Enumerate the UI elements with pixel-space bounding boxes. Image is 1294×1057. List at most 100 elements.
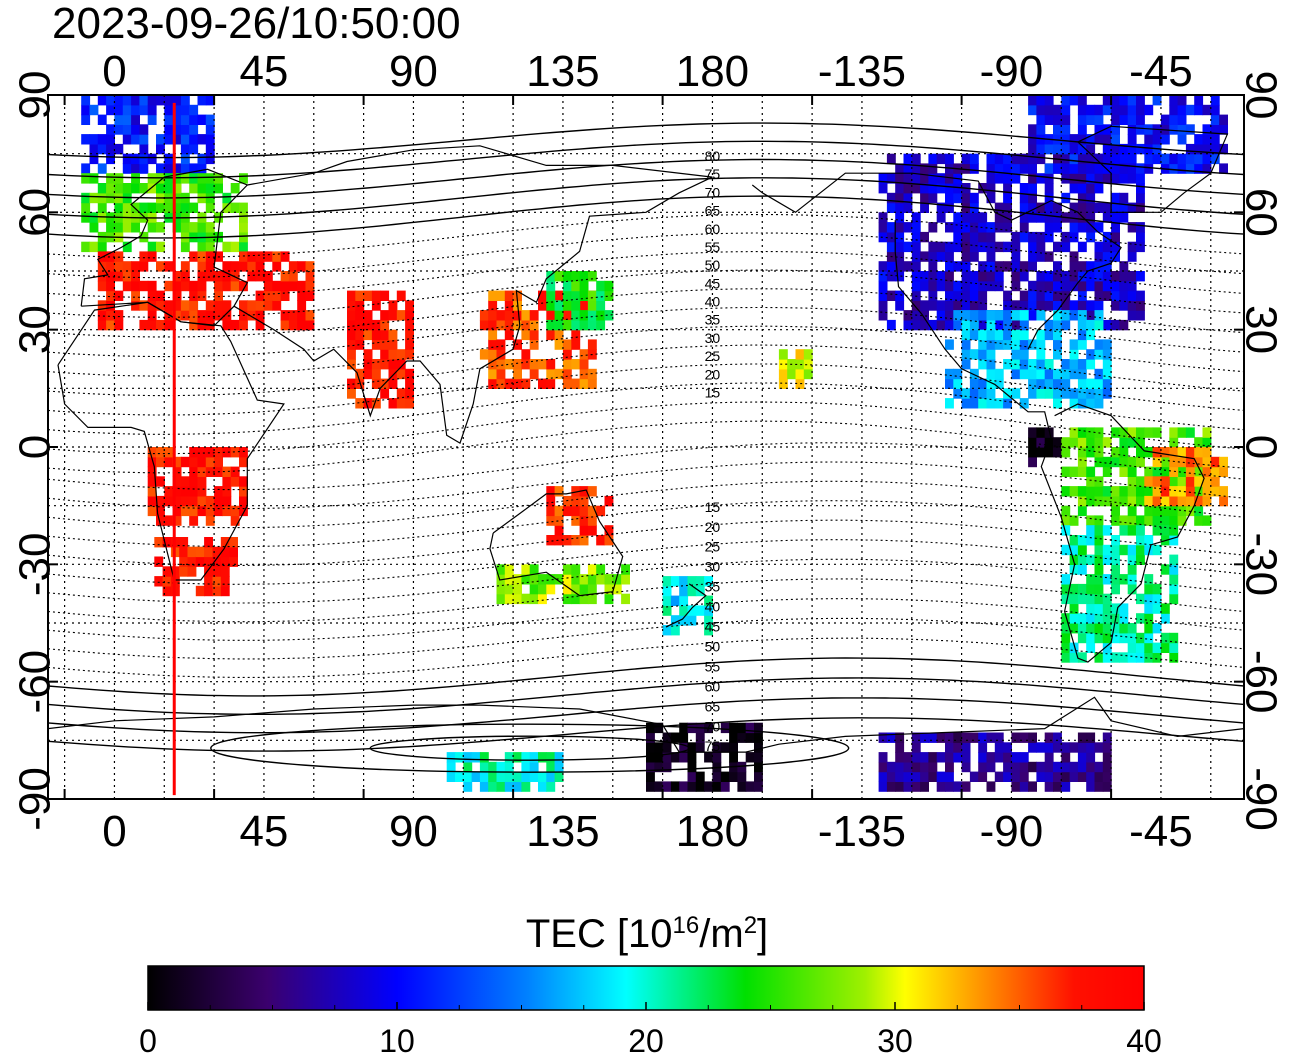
tec-cell bbox=[1152, 525, 1162, 536]
tec-cell bbox=[1086, 427, 1096, 438]
tec-cell bbox=[405, 368, 414, 380]
tec-cell bbox=[994, 271, 1004, 282]
tec-cell bbox=[205, 515, 215, 526]
tec-cell bbox=[1119, 456, 1129, 468]
tec-cell bbox=[911, 781, 921, 792]
tec-cell bbox=[936, 251, 946, 262]
tec-cell bbox=[305, 261, 315, 272]
tec-cell bbox=[1061, 95, 1071, 106]
tec-cell bbox=[81, 134, 91, 145]
tec-cell bbox=[1028, 173, 1037, 184]
tec-cell bbox=[945, 183, 954, 194]
tec-cell bbox=[1077, 183, 1087, 194]
tec-cell bbox=[986, 173, 996, 184]
magnetic-contour bbox=[47, 158, 1245, 199]
tec-cell bbox=[587, 525, 597, 536]
tec-cell bbox=[1019, 761, 1029, 773]
tec-cell bbox=[1094, 388, 1104, 399]
tec-cell bbox=[97, 310, 107, 321]
tec-cell bbox=[1160, 466, 1170, 477]
tec-cell bbox=[538, 593, 547, 605]
tec-cell bbox=[230, 241, 240, 253]
tec-cell bbox=[1111, 241, 1120, 253]
tec-cell bbox=[1102, 593, 1112, 605]
tec-cell bbox=[1210, 134, 1220, 145]
tec-cell bbox=[1119, 495, 1129, 507]
tec-cell bbox=[936, 752, 946, 763]
colorbar-label-exp1: 16 bbox=[672, 912, 700, 939]
tec-cell bbox=[1127, 104, 1137, 116]
tec-cell bbox=[538, 290, 547, 301]
tec-cell bbox=[504, 310, 514, 321]
magnetic-contour bbox=[47, 697, 1245, 734]
tec-cell bbox=[222, 466, 232, 477]
tec-cell bbox=[1144, 642, 1154, 653]
tec-cell bbox=[1102, 554, 1112, 565]
tec-cell bbox=[205, 153, 215, 165]
tec-cell bbox=[89, 222, 99, 233]
tec-cell bbox=[1185, 476, 1195, 487]
tec-cell bbox=[1119, 290, 1129, 301]
tec-cell bbox=[164, 104, 174, 116]
tec-cell bbox=[214, 495, 223, 507]
tec-cell bbox=[1036, 231, 1046, 243]
tec-cell bbox=[172, 515, 182, 526]
tec-cell bbox=[180, 310, 190, 321]
tec-cell bbox=[1111, 300, 1120, 311]
tec-cell bbox=[986, 359, 996, 370]
tec-cell bbox=[554, 574, 564, 585]
tec-cell bbox=[720, 742, 730, 753]
tec-cell bbox=[222, 300, 232, 311]
tec-cell bbox=[745, 732, 755, 743]
tec-cell bbox=[1094, 564, 1104, 575]
tec-cell bbox=[546, 300, 556, 311]
tec-cell bbox=[1003, 153, 1012, 165]
tec-cell bbox=[363, 319, 373, 331]
tec-cell bbox=[1069, 603, 1079, 614]
tec-cell bbox=[579, 349, 589, 360]
tec-cell bbox=[1169, 564, 1179, 575]
tec-cell bbox=[1119, 525, 1129, 536]
right-axis-label: 60 bbox=[1236, 188, 1285, 237]
tec-cell bbox=[1144, 466, 1154, 477]
tec-cell bbox=[297, 300, 307, 311]
tec-cell bbox=[969, 771, 979, 782]
tec-cell bbox=[1077, 752, 1087, 763]
tec-cell bbox=[172, 466, 182, 477]
tec-cell bbox=[189, 300, 199, 311]
tec-cell bbox=[1086, 732, 1096, 743]
tec-cell bbox=[463, 771, 473, 782]
tec-cell bbox=[978, 300, 988, 311]
tec-cell bbox=[288, 280, 298, 292]
tec-cell bbox=[122, 124, 132, 135]
tec-cell bbox=[953, 742, 963, 753]
tec-cell bbox=[1028, 124, 1037, 135]
tec-cell bbox=[1127, 525, 1137, 536]
tec-cell bbox=[1036, 114, 1046, 125]
tec-cell bbox=[1127, 280, 1137, 292]
tec-cell bbox=[1086, 437, 1096, 448]
tec-cell bbox=[1169, 427, 1179, 438]
tec-cell bbox=[496, 761, 506, 773]
tec-cell bbox=[1102, 368, 1112, 380]
colorbar-label: TEC [1016/m2] bbox=[0, 904, 1294, 956]
tec-cell bbox=[662, 781, 672, 792]
tec-cell bbox=[978, 742, 988, 753]
magnetic-contour bbox=[47, 232, 1245, 279]
tec-cell bbox=[1136, 163, 1145, 174]
tec-cell bbox=[139, 202, 149, 213]
tec-cell bbox=[1102, 290, 1112, 301]
tec-cell bbox=[969, 388, 979, 399]
tec-cell bbox=[156, 447, 165, 458]
tec-cell bbox=[1044, 771, 1054, 782]
tec-cell bbox=[1019, 183, 1029, 194]
tec-cell bbox=[388, 349, 398, 360]
tec-cell bbox=[587, 583, 597, 595]
tec-cell bbox=[1069, 613, 1079, 624]
contour-label: 65 bbox=[705, 203, 721, 219]
tec-cell bbox=[1210, 114, 1220, 125]
tec-cell bbox=[1194, 437, 1204, 448]
tec-cell bbox=[961, 280, 971, 292]
coastline bbox=[751, 172, 1122, 350]
tec-cell bbox=[521, 349, 531, 360]
